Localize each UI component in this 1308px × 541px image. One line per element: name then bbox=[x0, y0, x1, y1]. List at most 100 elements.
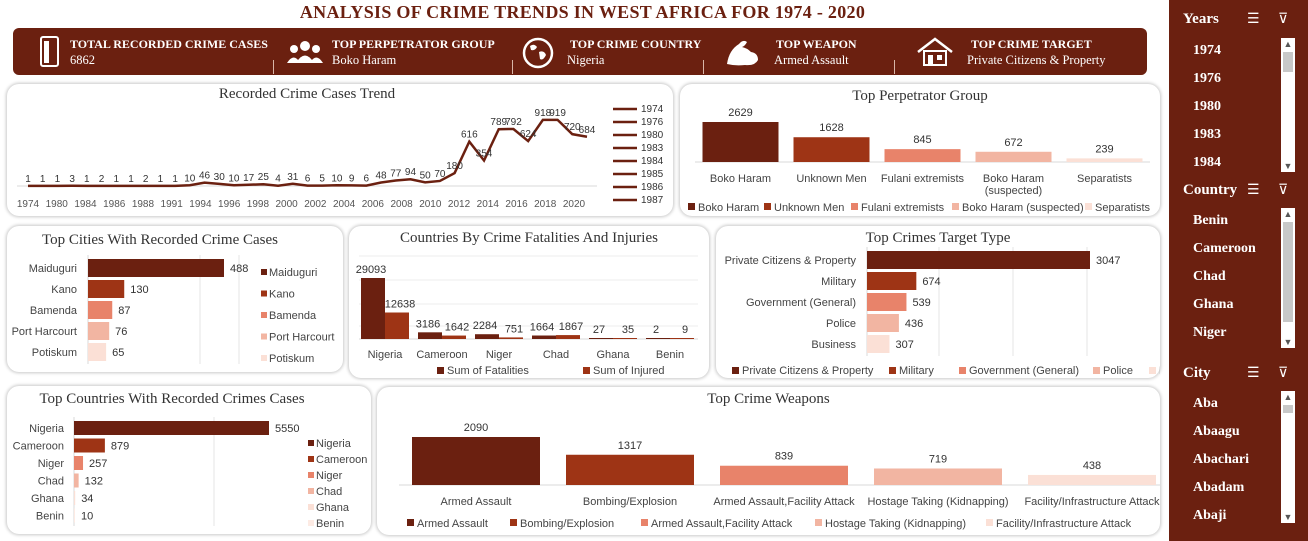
slicer-item-cameroon[interactable]: Cameroon bbox=[1193, 241, 1256, 256]
clear-filter-icon[interactable]: ⊽ bbox=[1278, 10, 1289, 26]
weapons-chart: 2090 Armed Assault 1317 Bombing/Explosion 83… bbox=[399, 422, 1169, 530]
targets-chart: 3047 Private Citizens & Property 674 Milita… bbox=[725, 247, 1204, 377]
multi-select-icon[interactable]: ☰ bbox=[1247, 10, 1260, 26]
data-label: 1 bbox=[128, 174, 134, 185]
scroll-thumb[interactable] bbox=[1283, 405, 1293, 413]
data-label: 438 bbox=[1083, 460, 1101, 472]
country-scrollbar[interactable]: ▲ ▼ bbox=[1281, 208, 1295, 348]
data-label: 1867 bbox=[559, 321, 583, 333]
data-label: 1 bbox=[40, 174, 46, 185]
slicer-item-abaagu[interactable]: Abaagu bbox=[1193, 424, 1240, 439]
chart-title: Top Countries With Recorded Crimes Cases bbox=[39, 391, 305, 407]
slicer-item-benin[interactable]: Benin bbox=[1193, 213, 1229, 228]
years-scrollbar[interactable]: ▲ ▼ bbox=[1281, 38, 1295, 172]
legend-label: 1985 bbox=[641, 169, 664, 180]
kpi-label: TOP CRIME TARGET bbox=[971, 37, 1092, 51]
bar bbox=[556, 335, 580, 339]
legend-label: 1987 bbox=[641, 195, 664, 206]
data-label: 1 bbox=[84, 174, 90, 185]
city-scrollbar[interactable]: ▲ ▼ bbox=[1281, 391, 1295, 523]
data-label: 65 bbox=[112, 347, 124, 359]
legend-label: Chad bbox=[316, 486, 342, 498]
data-label: 6 bbox=[305, 174, 311, 185]
bar bbox=[418, 332, 442, 339]
kpi-label: TOTAL RECORDED CRIME CASES bbox=[70, 37, 268, 51]
bar bbox=[499, 337, 523, 339]
category-label: Chad bbox=[38, 476, 64, 488]
kpi-divider bbox=[512, 60, 513, 74]
slicer-title: City bbox=[1183, 365, 1211, 381]
legend-label: 1984 bbox=[641, 156, 664, 167]
slicer-item-1983[interactable]: 1983 bbox=[1193, 127, 1221, 142]
bar bbox=[74, 473, 79, 488]
data-label: 719 bbox=[929, 453, 947, 465]
scroll-thumb[interactable] bbox=[1283, 52, 1293, 72]
data-label: 1628 bbox=[819, 122, 843, 134]
scroll-up-icon[interactable]: ▲ bbox=[1283, 39, 1293, 49]
slicer-item-abachari[interactable]: Abachari bbox=[1193, 452, 1249, 467]
legend-swatch bbox=[815, 519, 822, 526]
category-label: Unknown Men bbox=[796, 173, 866, 185]
kpi-value: Private Citizens & Property bbox=[967, 53, 1106, 67]
slicer-item-1976[interactable]: 1976 bbox=[1193, 71, 1221, 86]
legend-swatch bbox=[952, 203, 959, 210]
x-tick-label: 2006 bbox=[362, 199, 385, 210]
data-label: 10 bbox=[81, 511, 93, 523]
slicer-item-chad[interactable]: Chad bbox=[1193, 269, 1226, 284]
bar bbox=[88, 343, 107, 361]
legend-swatch bbox=[1093, 367, 1100, 374]
legend-swatch bbox=[1149, 367, 1156, 374]
bar bbox=[867, 335, 890, 353]
data-label: 2 bbox=[143, 174, 149, 185]
legend-swatch bbox=[688, 203, 695, 210]
legend-label: Separatists bbox=[1095, 202, 1151, 214]
scroll-up-icon[interactable]: ▲ bbox=[1283, 209, 1293, 219]
scroll-down-icon[interactable]: ▼ bbox=[1283, 161, 1293, 171]
slicer-item-aba[interactable]: Aba bbox=[1193, 396, 1218, 411]
legend-swatch bbox=[308, 504, 314, 510]
data-label: 684 bbox=[579, 125, 596, 136]
category-label: Armed Assault bbox=[441, 496, 512, 508]
data-label: 130 bbox=[130, 284, 148, 296]
countries-chart: 5550 Nigeria 879 Cameroon 257 Niger 132 Chad 34 G… bbox=[13, 417, 367, 530]
slicer-item-1974[interactable]: 1974 bbox=[1193, 43, 1221, 58]
category-label: Benin bbox=[36, 511, 64, 523]
scroll-down-icon[interactable]: ▼ bbox=[1283, 512, 1293, 522]
x-tick-label: 1974 bbox=[17, 199, 40, 210]
bar bbox=[475, 334, 499, 339]
bar bbox=[566, 454, 694, 485]
category-label: Chad bbox=[543, 349, 569, 361]
slicer-item-ghana[interactable]: Ghana bbox=[1193, 297, 1234, 312]
clear-filter-icon[interactable]: ⊽ bbox=[1278, 181, 1289, 197]
category-label: Government (General) bbox=[746, 297, 856, 309]
legend-label: Fulani extremists bbox=[861, 202, 945, 214]
slicer-item-1980[interactable]: 1980 bbox=[1193, 99, 1221, 114]
legend-swatch bbox=[308, 440, 314, 446]
legend-label: Boko Haram (suspected) bbox=[962, 202, 1084, 214]
x-tick-label: 1991 bbox=[161, 199, 184, 210]
legend-swatch bbox=[732, 367, 739, 374]
clear-filter-icon[interactable]: ⊽ bbox=[1278, 364, 1289, 380]
legend-swatch bbox=[959, 367, 966, 374]
bar bbox=[74, 508, 75, 523]
x-tick-label: 1994 bbox=[189, 199, 212, 210]
data-label: 1642 bbox=[445, 322, 469, 334]
data-label: 488 bbox=[230, 263, 248, 275]
category-label: Boko Haram bbox=[983, 173, 1044, 185]
kpi-value: Nigeria bbox=[567, 53, 605, 67]
scroll-thumb[interactable] bbox=[1283, 222, 1293, 322]
slicer-item-abadam[interactable]: Abadam bbox=[1193, 480, 1245, 495]
slicer-item-abaji[interactable]: Abaji bbox=[1193, 508, 1227, 523]
scroll-down-icon[interactable]: ▼ bbox=[1283, 337, 1293, 347]
legend-label: Government (General) bbox=[969, 365, 1079, 377]
legend-label: 1983 bbox=[641, 143, 664, 154]
bar bbox=[793, 137, 870, 162]
slicer-item-niger[interactable]: Niger bbox=[1193, 325, 1227, 340]
category-label: (suspected) bbox=[985, 185, 1042, 197]
data-label: 839 bbox=[775, 451, 793, 463]
scroll-up-icon[interactable]: ▲ bbox=[1283, 392, 1293, 402]
multi-select-icon[interactable]: ☰ bbox=[1247, 181, 1260, 197]
data-label: 1317 bbox=[618, 440, 642, 452]
multi-select-icon[interactable]: ☰ bbox=[1247, 364, 1260, 380]
slicer-item-1984[interactable]: 1984 bbox=[1193, 155, 1221, 170]
